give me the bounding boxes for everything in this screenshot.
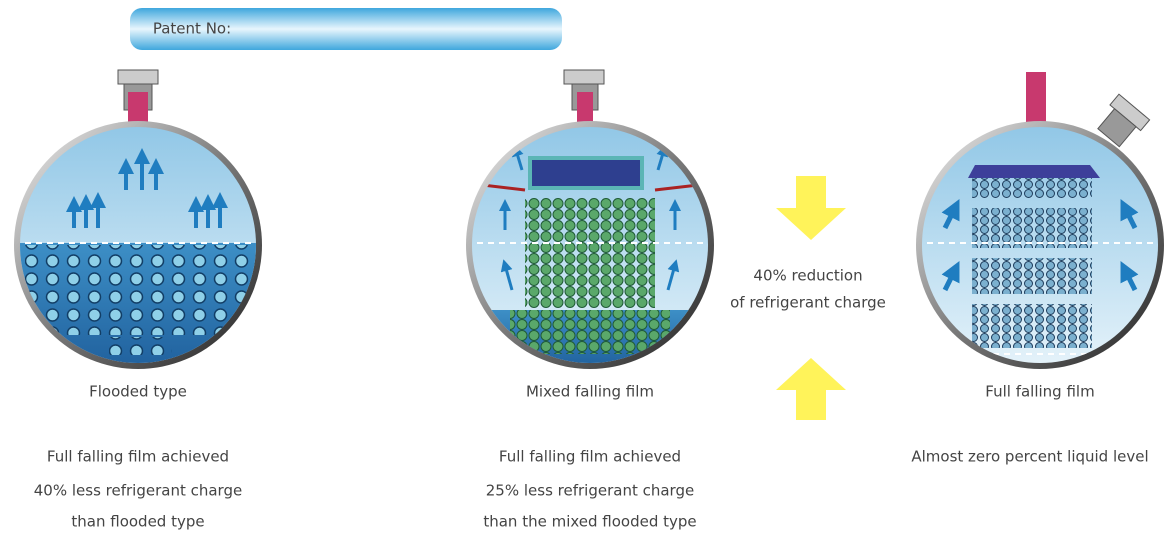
- down-arrow: [776, 176, 846, 240]
- up-arrow: [776, 358, 846, 420]
- patent-bar: [130, 8, 562, 50]
- flooded-evaporator: [14, 69, 262, 369]
- description-line: Full falling film achieved: [499, 448, 681, 466]
- evaporator-name: Full falling film: [985, 383, 1094, 401]
- description-line: than flooded type: [71, 513, 204, 531]
- description-line: Full falling film achieved: [47, 448, 229, 466]
- evaporator-name: Mixed falling film: [526, 383, 654, 401]
- description-line: 25% less refrigerant charge: [486, 482, 694, 500]
- note-line: 40% reduction: [753, 267, 862, 285]
- description-line: Almost zero percent liquid level: [911, 448, 1148, 466]
- description-line: than the mixed flooded type: [483, 513, 696, 531]
- evaporator-name: Flooded type: [89, 383, 187, 401]
- mixed-evaporator: [466, 69, 714, 369]
- full-falling-film-evaporator: [916, 72, 1164, 369]
- description-line: 40% less refrigerant charge: [34, 482, 242, 500]
- note-line: of refrigerant charge: [730, 294, 886, 312]
- patent-label: Patent No:: [153, 20, 231, 38]
